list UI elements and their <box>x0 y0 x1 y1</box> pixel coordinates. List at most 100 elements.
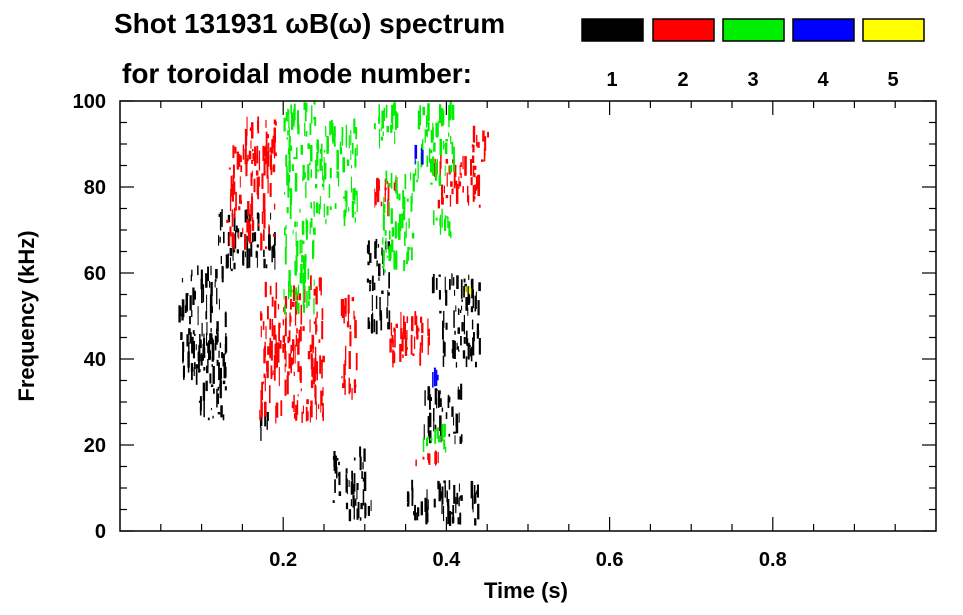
data-mark <box>474 185 476 195</box>
data-mark <box>220 343 221 348</box>
data-mark <box>219 214 221 217</box>
data-mark <box>316 312 317 319</box>
data-mark <box>205 311 207 319</box>
data-mark <box>228 253 229 267</box>
data-mark <box>300 240 301 254</box>
data-mark <box>260 311 262 321</box>
data-mark <box>478 175 481 189</box>
data-mark <box>383 250 385 268</box>
data-mark <box>285 380 287 396</box>
data-mark <box>215 269 218 279</box>
data-mark <box>201 270 203 289</box>
data-mark <box>313 298 314 314</box>
data-mark <box>446 159 449 164</box>
data-mark <box>352 484 354 495</box>
data-mark <box>446 412 448 419</box>
data-mark <box>287 130 289 135</box>
data-mark <box>207 343 208 353</box>
data-mark <box>297 292 298 296</box>
data-mark <box>298 285 299 295</box>
data-mark <box>371 323 373 333</box>
data-mark <box>245 210 247 223</box>
data-mark <box>292 302 295 307</box>
data-mark <box>436 218 438 221</box>
data-mark <box>194 367 195 376</box>
data-mark <box>311 218 313 228</box>
data-mark <box>269 343 270 358</box>
data-mark <box>297 361 299 372</box>
data-mark <box>230 189 233 197</box>
data-mark <box>436 278 438 290</box>
data-mark <box>304 254 306 267</box>
data-mark <box>198 306 199 325</box>
data-mark <box>206 381 208 391</box>
legend: 12345 <box>582 19 924 91</box>
data-mark <box>300 273 303 283</box>
data-mark <box>441 492 443 499</box>
data-mark <box>249 217 250 225</box>
data-mark <box>287 375 289 394</box>
data-mark <box>413 511 415 515</box>
data-mark <box>259 151 260 171</box>
data-mark <box>374 123 376 129</box>
data-mark <box>349 351 351 369</box>
data-mark <box>445 486 446 498</box>
data-mark <box>452 505 454 522</box>
data-mark <box>391 208 393 224</box>
data-mark <box>329 121 331 135</box>
data-mark <box>301 388 302 391</box>
data-mark <box>263 250 265 257</box>
cluster-mode-3-2 <box>316 119 358 227</box>
data-mark <box>191 364 193 380</box>
data-mark <box>263 381 264 384</box>
data-mark <box>478 282 481 291</box>
data-mark <box>359 447 361 457</box>
data-mark <box>384 108 385 121</box>
data-mark <box>313 228 316 235</box>
data-mark <box>267 421 268 430</box>
data-mark <box>433 274 435 293</box>
data-mark <box>196 344 197 350</box>
data-mark <box>448 105 450 121</box>
data-mark <box>440 215 441 235</box>
data-mark <box>289 157 290 173</box>
data-mark <box>235 192 237 211</box>
data-mark <box>432 372 434 388</box>
data-mark <box>211 328 212 332</box>
data-mark <box>355 217 356 222</box>
data-mark <box>296 335 297 347</box>
data-mark <box>284 192 285 195</box>
data-mark <box>254 149 255 165</box>
data-mark <box>414 337 415 350</box>
data-mark <box>453 417 454 425</box>
data-mark <box>324 204 325 218</box>
data-mark <box>439 175 441 185</box>
data-mark <box>471 279 472 289</box>
data-mark <box>346 474 348 493</box>
data-mark <box>315 347 316 358</box>
data-mark <box>401 213 403 228</box>
cluster-mode-1-3 <box>218 209 276 271</box>
data-mark <box>208 340 210 360</box>
y-tick-label: 20 <box>84 435 106 457</box>
data-mark <box>287 337 289 344</box>
data-mark <box>325 219 326 225</box>
data-mark <box>448 398 450 408</box>
data-mark <box>459 412 460 422</box>
data-mark <box>424 390 425 406</box>
data-mark <box>247 243 248 260</box>
data-mark <box>429 388 430 393</box>
data-mark <box>330 206 332 210</box>
data-mark <box>454 331 456 335</box>
data-mark <box>310 320 311 333</box>
data-mark <box>356 483 357 499</box>
data-mark <box>217 360 219 366</box>
data-mark <box>391 323 392 336</box>
data-mark <box>440 390 441 394</box>
data-mark <box>421 501 423 515</box>
data-mark <box>316 361 318 380</box>
data-mark <box>434 499 436 508</box>
data-mark <box>256 170 259 175</box>
data-mark <box>425 507 427 525</box>
data-mark <box>460 436 462 444</box>
